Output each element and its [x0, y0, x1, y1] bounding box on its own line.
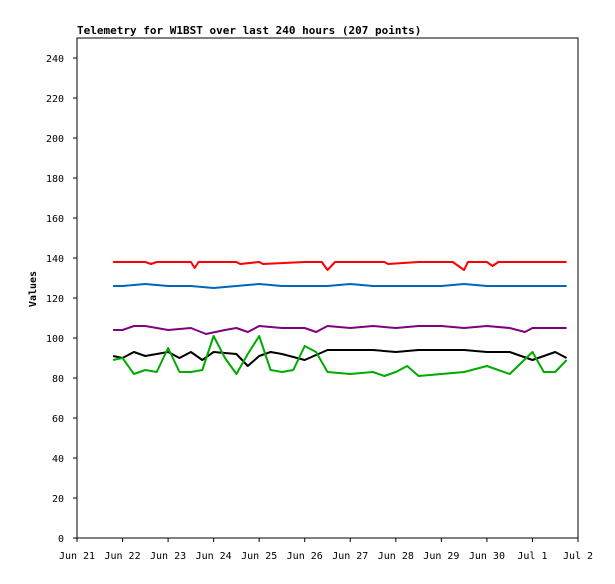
- x-tick-label: Jun 27: [332, 551, 368, 562]
- series-group: [112, 261, 568, 377]
- y-tick-label: 0: [58, 534, 64, 545]
- y-axis-label: Values: [28, 271, 39, 307]
- y-tick-label: 200: [46, 134, 64, 145]
- x-tick-label: Jun 22: [104, 551, 140, 562]
- series-line: [113, 261, 567, 271]
- y-tick-label: 40: [52, 454, 64, 465]
- y-axis: 0 20 40 60 80 100 120 140 160 180 200 220 240: [46, 54, 77, 545]
- x-axis: Jun 21 Jun 22 Jun 23 Jun 24 Jun 25 Jun 26 Jun …: [59, 538, 593, 562]
- y-tick-label: 20: [52, 494, 64, 505]
- y-tick-label: 240: [46, 54, 64, 65]
- series-line: [113, 325, 567, 335]
- y-tick-label: 60: [52, 414, 64, 425]
- x-tick-label: Jun 24: [196, 551, 232, 562]
- y-tick-label: 100: [46, 334, 64, 345]
- x-tick-label: Jun 21: [59, 551, 95, 562]
- x-tick-label: Jun 29: [423, 551, 459, 562]
- y-tick-label: 180: [46, 174, 64, 185]
- x-tick-label: Jun 25: [241, 551, 277, 562]
- x-tick-label: Jun 23: [150, 551, 186, 562]
- chart-title: Telemetry for W1BST over last 240 hours …: [77, 24, 422, 37]
- x-tick-label: Jun 26: [287, 551, 323, 562]
- y-tick-label: 80: [52, 374, 64, 385]
- x-tick-label: Jun 30: [469, 551, 505, 562]
- y-tick-label: 220: [46, 94, 64, 105]
- plot-frame: [76, 37, 579, 539]
- x-tick-label: Jul 2: [563, 551, 593, 562]
- y-tick-label: 140: [46, 254, 64, 265]
- series-line: [113, 283, 567, 289]
- x-tick-label: Jul 1: [517, 551, 547, 562]
- series-line: [112, 349, 568, 367]
- y-tick-label: 160: [46, 214, 64, 225]
- x-tick-label: Jun 28: [378, 551, 414, 562]
- series-line: [112, 335, 568, 377]
- y-tick-label: 120: [46, 294, 64, 305]
